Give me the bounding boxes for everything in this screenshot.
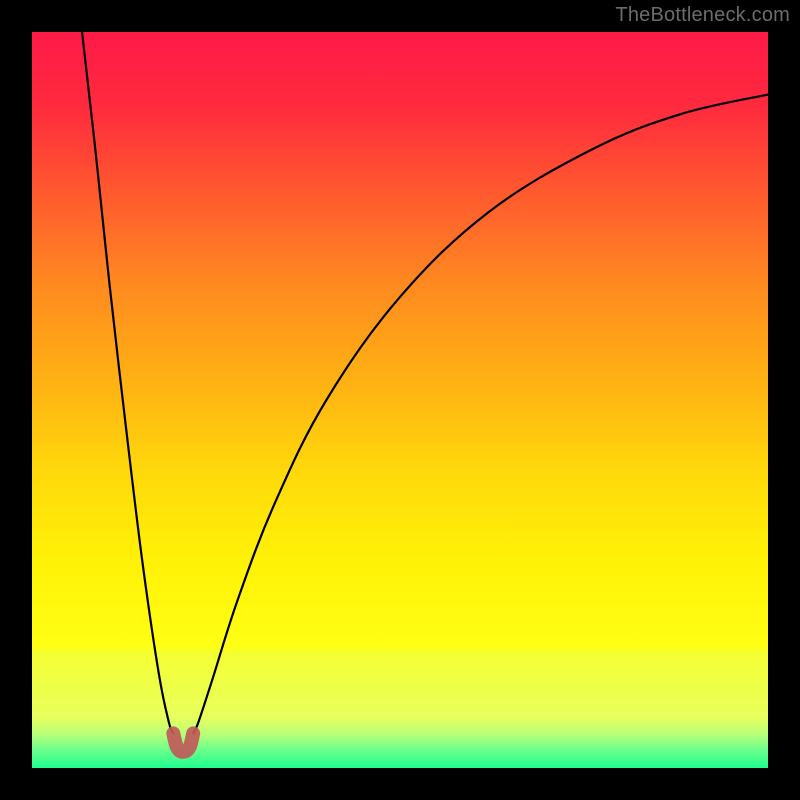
attribution-text: TheBottleneck.com <box>615 4 790 27</box>
chart-outer-frame: TheBottleneck.com <box>0 0 800 800</box>
bottleneck-chart <box>0 0 800 800</box>
plot-background <box>32 32 768 768</box>
